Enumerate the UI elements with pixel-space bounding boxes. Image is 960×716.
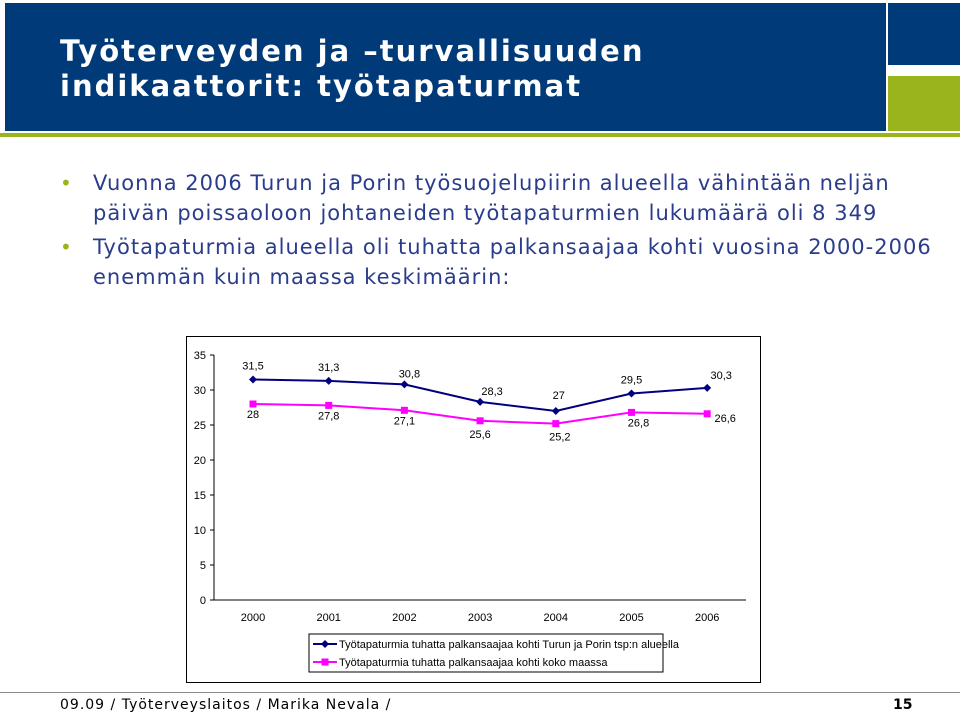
y-tick-label: 0 xyxy=(200,595,206,607)
data-point-marker xyxy=(552,420,560,428)
data-point-marker xyxy=(627,389,636,398)
bullet-text: Vuonna 2006 Turun ja Porin työsuojelupii… xyxy=(93,171,890,225)
data-label: 30,8 xyxy=(399,368,420,380)
data-label: 25,6 xyxy=(469,429,490,441)
y-tick-label: 5 xyxy=(200,560,206,572)
bullet-item: • Työtapaturmia alueella oli tuhatta pal… xyxy=(60,232,940,292)
data-point-marker xyxy=(249,375,257,384)
data-label: 30,3 xyxy=(710,370,731,382)
legend-label: Työtapaturmia tuhatta palkansaajaa kohti… xyxy=(339,657,608,669)
x-tick-label: 2004 xyxy=(544,612,568,624)
header-accent-green xyxy=(888,76,960,131)
bullet-dot-icon: • xyxy=(60,235,73,259)
data-point-marker xyxy=(325,401,333,409)
chart-frame xyxy=(186,336,761,683)
data-point-marker xyxy=(400,380,409,389)
bullet-list: • Vuonna 2006 Turun ja Porin työsuojelup… xyxy=(60,168,940,296)
bullet-dot-icon: • xyxy=(60,171,73,195)
legend-box xyxy=(308,633,664,673)
data-label: 28 xyxy=(247,409,259,421)
data-label: 29,5 xyxy=(621,375,642,387)
header-background xyxy=(5,3,886,131)
y-tick-label: 15 xyxy=(194,490,206,502)
data-point-marker xyxy=(476,417,484,425)
data-point-marker xyxy=(628,408,635,416)
slide-title: Työterveyden ja –turvallisuuden indikaat… xyxy=(60,34,840,104)
data-label: 27,8 xyxy=(318,410,339,422)
header-band: Työterveyden ja –turvallisuuden indikaat… xyxy=(0,0,960,132)
data-point-marker xyxy=(324,376,333,385)
x-tick-label: 2005 xyxy=(619,612,643,624)
legend-swatch-marker xyxy=(321,658,329,666)
bullet-text: Työtapaturmia alueella oli tuhatta palka… xyxy=(93,235,932,289)
data-label: 27 xyxy=(553,390,565,402)
data-point-marker xyxy=(703,383,712,392)
x-tick-label: 2001 xyxy=(316,612,340,624)
data-point-marker xyxy=(703,410,711,418)
slide-title-line-1: Työterveyden ja –turvallisuuden xyxy=(60,34,645,68)
y-tick-label: 25 xyxy=(194,420,206,432)
y-tick-label: 30 xyxy=(194,385,206,397)
header-divider xyxy=(0,133,960,137)
legend-label: Työtapaturmia tuhatta palkansaajaa kohti… xyxy=(339,639,680,651)
data-label: 28,3 xyxy=(481,386,502,398)
data-label: 31,3 xyxy=(318,362,339,374)
y-tick-label: 35 xyxy=(194,350,206,362)
data-label: 31,5 xyxy=(242,361,263,373)
y-tick-label: 20 xyxy=(194,455,206,467)
x-tick-label: 2000 xyxy=(241,612,265,624)
data-label: 25,2 xyxy=(549,432,570,444)
data-point-marker xyxy=(551,407,560,415)
page-number: 15 xyxy=(893,697,913,713)
data-label: 27,1 xyxy=(394,415,415,427)
bullet-item: • Vuonna 2006 Turun ja Porin työsuojelup… xyxy=(60,168,940,228)
slide-title-line-2: indikaattorit: työtapaturmat xyxy=(60,69,583,103)
data-label: 26,8 xyxy=(628,417,649,429)
footer-text: 09.09 / Työterveyslaitos / Marika Nevala… xyxy=(60,697,392,713)
x-tick-label: 2006 xyxy=(695,612,719,624)
y-tick-label: 10 xyxy=(194,525,206,537)
header-accent-gap xyxy=(888,68,960,74)
data-point-marker xyxy=(249,400,257,408)
data-point-marker xyxy=(476,397,485,406)
x-tick-label: 2002 xyxy=(392,612,416,624)
x-tick-label: 2003 xyxy=(468,612,492,624)
footer-divider xyxy=(0,692,960,693)
legend-swatch-marker xyxy=(321,640,329,648)
data-label: 26,6 xyxy=(714,413,735,425)
data-point-marker xyxy=(400,406,408,414)
header-accent-blue xyxy=(888,3,960,65)
